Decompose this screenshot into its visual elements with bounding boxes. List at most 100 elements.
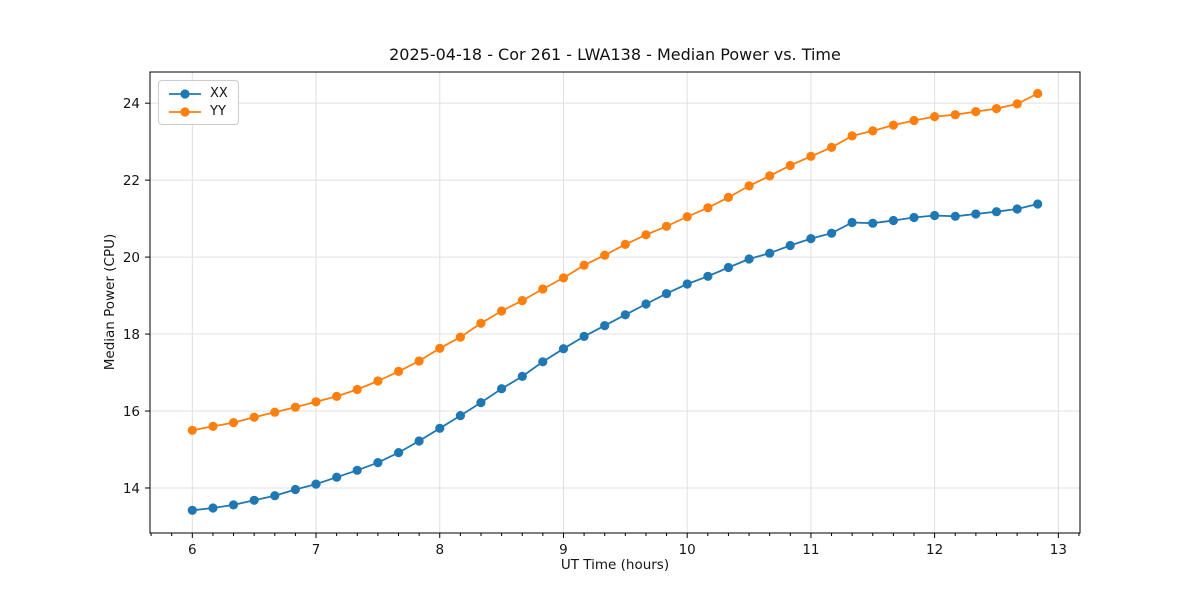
data-point-xx[interactable] xyxy=(352,465,362,475)
data-point-xx[interactable] xyxy=(414,436,424,446)
data-point-yy[interactable] xyxy=(930,112,940,122)
data-point-xx[interactable] xyxy=(249,495,259,505)
x-tick-label: 7 xyxy=(312,542,321,558)
data-point-xx[interactable] xyxy=(558,344,569,354)
data-point-xx[interactable] xyxy=(290,484,300,495)
data-point-xx[interactable] xyxy=(538,357,548,367)
data-point-yy[interactable] xyxy=(1012,99,1022,109)
data-point-xx[interactable] xyxy=(497,384,507,394)
data-point-xx[interactable] xyxy=(847,217,857,228)
data-point-xx[interactable] xyxy=(868,218,878,228)
legend[interactable]: XX YY xyxy=(158,80,239,125)
data-point-xx[interactable] xyxy=(332,472,342,482)
data-point-yy[interactable] xyxy=(228,418,239,428)
data-point-yy[interactable] xyxy=(661,221,672,231)
data-point-xx[interactable] xyxy=(991,207,1002,217)
data-point-yy[interactable] xyxy=(249,412,259,422)
data-point-xx[interactable] xyxy=(682,279,692,289)
x-tick-label: 8 xyxy=(435,542,444,558)
data-point-yy[interactable] xyxy=(744,181,754,191)
chart-title: 2025-04-18 - Cor 261 - LWA138 - Median P… xyxy=(389,45,841,64)
x-tick-label: 13 xyxy=(1050,542,1067,558)
data-point-xx[interactable] xyxy=(806,234,816,244)
data-point-yy[interactable] xyxy=(352,384,362,395)
data-point-xx[interactable] xyxy=(620,310,630,320)
data-point-yy[interactable] xyxy=(888,120,899,130)
data-point-xx[interactable] xyxy=(208,503,218,513)
data-point-yy[interactable] xyxy=(1033,88,1043,99)
data-point-xx[interactable] xyxy=(785,240,795,251)
data-point-yy[interactable] xyxy=(394,366,404,376)
x-tick-label: 11 xyxy=(802,542,819,558)
data-point-yy[interactable] xyxy=(476,318,486,328)
data-point-yy[interactable] xyxy=(538,284,548,294)
legend-item-xx: XX xyxy=(167,86,228,101)
data-point-yy[interactable] xyxy=(414,356,424,366)
x-tick-label: 9 xyxy=(559,542,568,558)
data-point-yy[interactable] xyxy=(950,110,960,120)
legend-line-marker-xx-icon xyxy=(169,88,201,99)
x-tick-label: 6 xyxy=(188,542,197,558)
data-point-xx[interactable] xyxy=(641,299,651,309)
data-point-xx[interactable] xyxy=(930,210,940,221)
data-point-yy[interactable] xyxy=(847,131,857,141)
data-point-xx[interactable] xyxy=(909,212,919,223)
legend-label-yy: YY xyxy=(210,104,226,119)
data-point-xx[interactable] xyxy=(517,371,527,381)
data-point-xx[interactable] xyxy=(950,211,960,221)
data-point-yy[interactable] xyxy=(909,115,919,126)
data-point-yy[interactable] xyxy=(332,391,342,401)
data-point-xx[interactable] xyxy=(579,331,589,341)
data-point-xx[interactable] xyxy=(723,262,734,273)
data-point-yy[interactable] xyxy=(703,203,713,213)
data-point-yy[interactable] xyxy=(311,397,321,407)
data-point-yy[interactable] xyxy=(187,425,197,435)
data-point-yy[interactable] xyxy=(435,343,445,353)
y-tick-label: 24 xyxy=(123,96,140,112)
data-point-yy[interactable] xyxy=(827,142,837,152)
data-point-yy[interactable] xyxy=(765,171,775,181)
data-point-yy[interactable] xyxy=(991,104,1002,114)
data-point-xx[interactable] xyxy=(1012,204,1022,214)
data-point-yy[interactable] xyxy=(517,296,527,306)
data-point-yy[interactable] xyxy=(558,273,569,283)
data-point-xx[interactable] xyxy=(373,458,383,468)
data-point-xx[interactable] xyxy=(270,491,280,501)
data-point-xx[interactable] xyxy=(765,248,775,258)
data-point-yy[interactable] xyxy=(455,332,465,342)
data-point-yy[interactable] xyxy=(290,402,300,412)
data-point-yy[interactable] xyxy=(600,250,610,260)
data-point-xx[interactable] xyxy=(600,321,610,331)
data-point-xx[interactable] xyxy=(228,500,239,510)
data-point-yy[interactable] xyxy=(806,151,816,161)
data-point-yy[interactable] xyxy=(497,306,507,316)
data-point-yy[interactable] xyxy=(579,260,589,270)
data-point-xx[interactable] xyxy=(311,479,321,489)
data-point-xx[interactable] xyxy=(435,423,445,433)
data-point-xx[interactable] xyxy=(455,411,465,421)
data-point-xx[interactable] xyxy=(394,448,404,458)
data-point-yy[interactable] xyxy=(208,421,218,431)
data-point-yy[interactable] xyxy=(868,126,878,136)
data-point-xx[interactable] xyxy=(1033,199,1043,209)
data-point-xx[interactable] xyxy=(827,228,837,238)
data-point-yy[interactable] xyxy=(723,192,734,202)
data-point-xx[interactable] xyxy=(476,398,486,408)
data-point-xx[interactable] xyxy=(187,505,197,515)
series-line-yy xyxy=(192,92,1039,432)
y-tick-label: 20 xyxy=(123,250,140,266)
data-point-yy[interactable] xyxy=(971,107,981,117)
data-point-xx[interactable] xyxy=(744,254,754,264)
data-point-yy[interactable] xyxy=(270,407,280,417)
x-axis-label: UT Time (hours) xyxy=(560,557,670,573)
data-point-yy[interactable] xyxy=(682,212,692,222)
data-point-xx[interactable] xyxy=(971,209,981,219)
data-point-yy[interactable] xyxy=(620,239,630,249)
data-point-xx[interactable] xyxy=(888,215,899,226)
data-point-yy[interactable] xyxy=(785,160,795,171)
data-point-xx[interactable] xyxy=(703,271,713,281)
y-tick-label: 18 xyxy=(123,327,140,343)
data-point-yy[interactable] xyxy=(641,230,651,240)
data-point-xx[interactable] xyxy=(661,289,672,299)
data-point-yy[interactable] xyxy=(373,376,383,386)
